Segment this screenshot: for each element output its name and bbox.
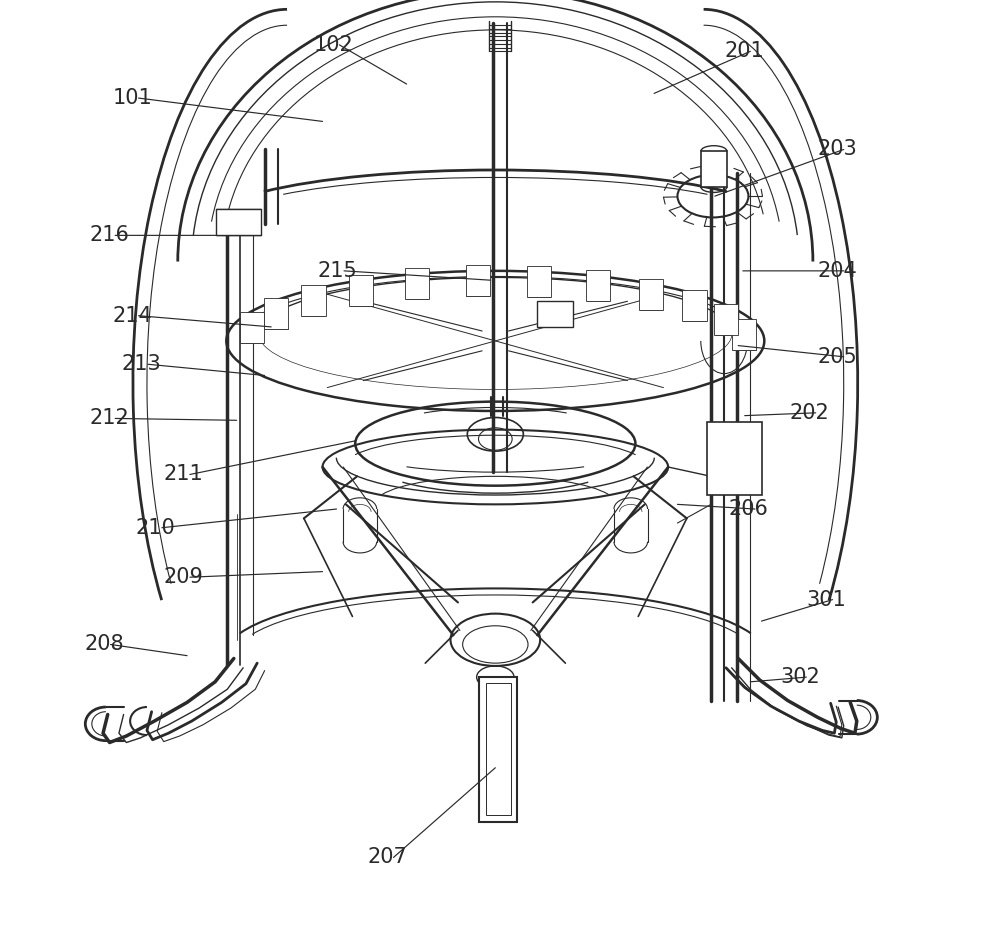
Text: 207: 207 xyxy=(367,847,407,868)
Bar xyxy=(707,422,762,495)
Bar xyxy=(349,275,373,305)
Text: 209: 209 xyxy=(164,567,204,587)
Text: 101: 101 xyxy=(112,88,152,108)
Text: 211: 211 xyxy=(164,464,204,485)
Bar xyxy=(682,290,707,321)
Text: 210: 210 xyxy=(136,517,175,538)
Text: 202: 202 xyxy=(790,403,829,423)
Text: 212: 212 xyxy=(89,408,129,429)
Bar xyxy=(537,301,573,327)
Bar xyxy=(586,271,610,302)
Text: 201: 201 xyxy=(724,41,764,62)
Text: 203: 203 xyxy=(818,139,857,160)
Bar xyxy=(405,268,429,299)
Bar xyxy=(732,319,756,350)
FancyBboxPatch shape xyxy=(486,683,511,815)
Bar xyxy=(264,298,288,329)
Text: 302: 302 xyxy=(780,667,820,687)
Text: 102: 102 xyxy=(313,35,353,55)
Bar xyxy=(639,278,663,309)
Text: 205: 205 xyxy=(818,347,857,367)
Bar xyxy=(701,151,727,187)
Text: 208: 208 xyxy=(84,634,124,655)
FancyBboxPatch shape xyxy=(479,677,517,822)
Text: 301: 301 xyxy=(806,589,846,610)
Bar xyxy=(527,266,551,297)
Text: 215: 215 xyxy=(318,261,358,281)
Text: 216: 216 xyxy=(89,225,129,246)
Bar xyxy=(216,209,261,235)
Bar xyxy=(240,313,264,344)
Text: 214: 214 xyxy=(112,305,152,326)
Text: 206: 206 xyxy=(729,499,769,519)
Bar xyxy=(301,285,326,316)
Text: 213: 213 xyxy=(122,354,161,375)
Bar xyxy=(714,304,738,334)
Bar xyxy=(466,265,490,296)
Text: 204: 204 xyxy=(818,261,857,281)
